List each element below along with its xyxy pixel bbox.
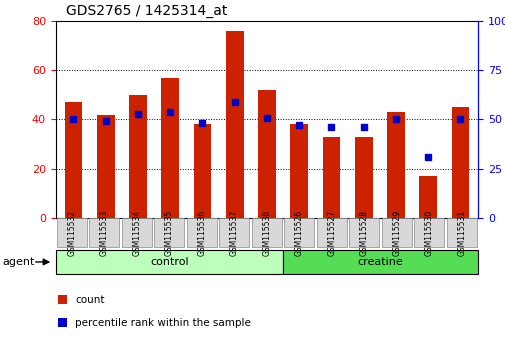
Bar: [354, 137, 372, 218]
Text: GSM115534: GSM115534: [132, 210, 141, 256]
Bar: [322, 137, 340, 218]
Text: GSM115531: GSM115531: [457, 210, 466, 256]
Bar: [193, 124, 211, 218]
Bar: [225, 31, 243, 218]
Text: creatine: creatine: [357, 257, 403, 267]
Text: GDS2765 / 1425314_at: GDS2765 / 1425314_at: [66, 4, 227, 18]
Bar: [450, 107, 468, 218]
Bar: [96, 115, 114, 218]
Text: agent: agent: [3, 257, 35, 267]
Text: GSM115533: GSM115533: [99, 210, 109, 256]
Text: GSM115528: GSM115528: [359, 210, 368, 256]
Text: GSM115532: GSM115532: [67, 210, 76, 256]
Text: GSM115538: GSM115538: [262, 210, 271, 256]
Text: GSM115529: GSM115529: [392, 210, 400, 256]
Text: GSM115537: GSM115537: [229, 210, 238, 256]
Bar: [161, 78, 179, 218]
Text: control: control: [150, 257, 188, 267]
Bar: [419, 176, 436, 218]
Text: percentile rank within the sample: percentile rank within the sample: [75, 318, 250, 328]
Text: count: count: [75, 295, 104, 305]
Text: GSM115536: GSM115536: [197, 210, 206, 256]
Bar: [386, 112, 404, 218]
Bar: [129, 95, 146, 218]
Text: GSM115530: GSM115530: [424, 210, 433, 256]
Text: GSM115527: GSM115527: [327, 210, 336, 256]
Text: GSM115526: GSM115526: [294, 210, 304, 256]
Bar: [65, 102, 82, 218]
Bar: [258, 90, 275, 218]
Bar: [290, 124, 308, 218]
Text: GSM115535: GSM115535: [165, 210, 174, 256]
